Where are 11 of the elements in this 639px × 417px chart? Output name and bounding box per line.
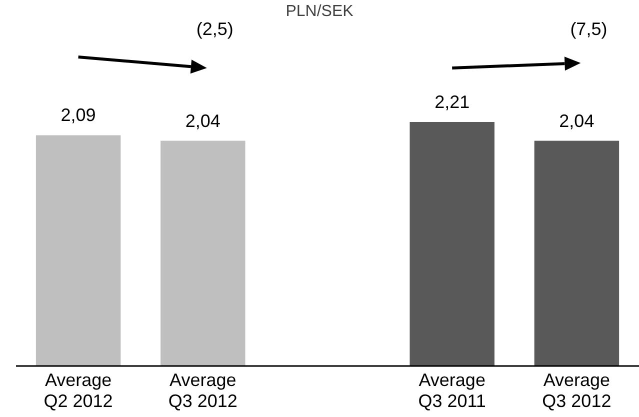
x-tick-label: Average Q3 2011 bbox=[418, 370, 486, 411]
text: (7,5) bbox=[570, 19, 608, 39]
data-label: 2,21 bbox=[434, 92, 470, 112]
x-tick-label: Average Q2 2012 bbox=[44, 370, 113, 411]
data-label: 2,09 bbox=[60, 105, 96, 126]
data-label: 2,04 bbox=[185, 110, 220, 131]
data-label: 2,04 bbox=[559, 110, 594, 131]
x-tick-label: Average Q3 2012 bbox=[542, 370, 612, 411]
chart-title: PLN/SEK bbox=[286, 3, 354, 20]
x-tick-label: Average Q3 2012 bbox=[168, 370, 238, 411]
text: (2,5) bbox=[196, 19, 234, 39]
